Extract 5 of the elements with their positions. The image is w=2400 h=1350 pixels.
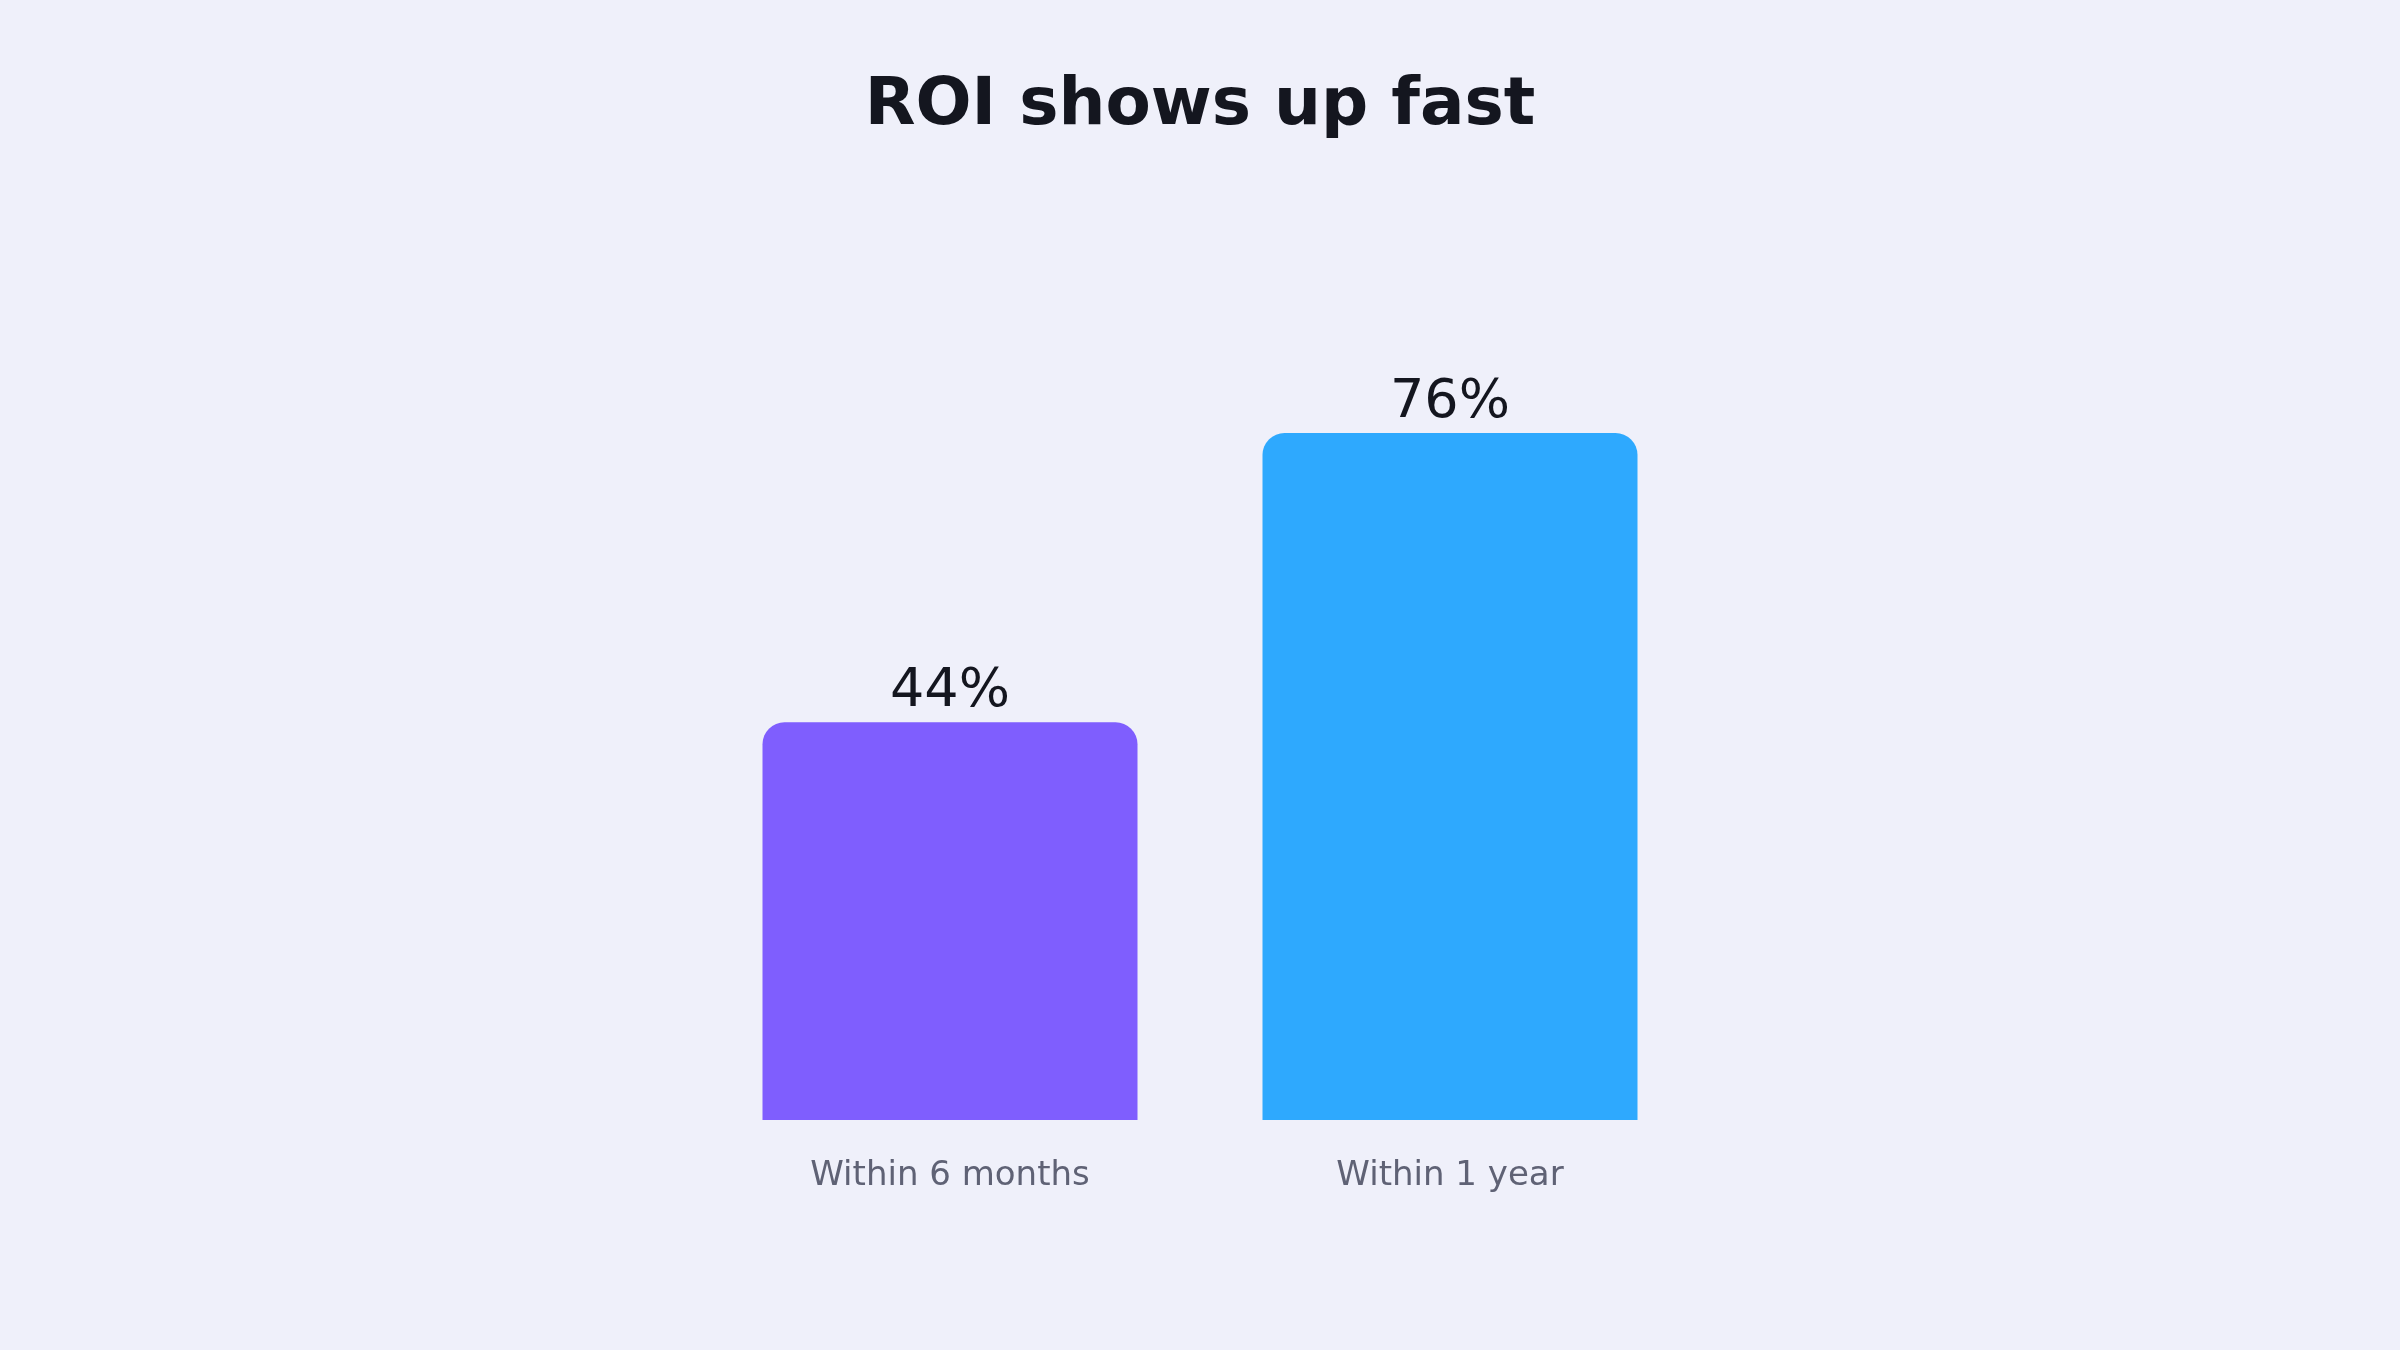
chart-title: ROI shows up fast	[864, 63, 1536, 141]
data-label: 76%	[1389, 367, 1511, 431]
x-tick-label: Within 6 months	[810, 1153, 1090, 1193]
data-label: 44%	[889, 656, 1011, 720]
x-tick-label: Within 1 year	[1336, 1153, 1564, 1193]
